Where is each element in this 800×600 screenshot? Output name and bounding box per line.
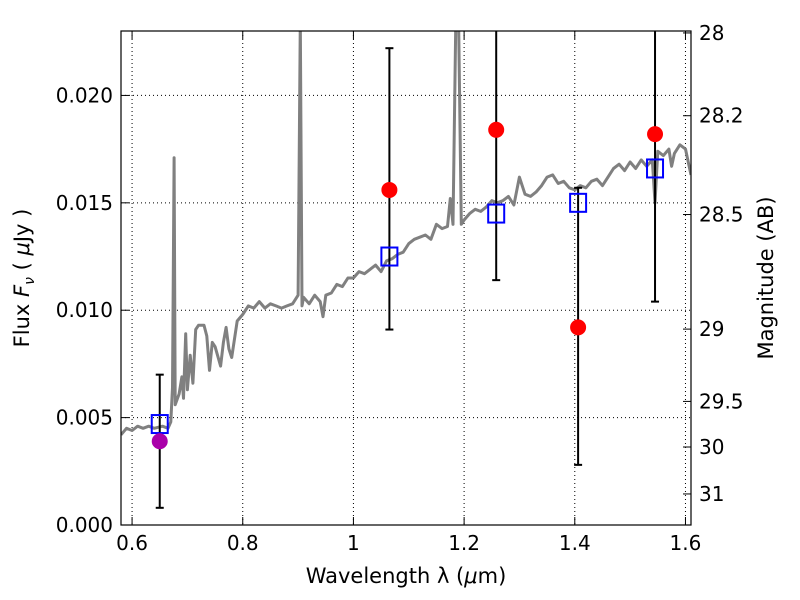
y-tick-label: 0.005: [56, 406, 113, 430]
y-tick-label: 0.020: [56, 83, 113, 107]
x-tick-label: 1.6: [670, 531, 702, 555]
plot-area: [121, 31, 691, 436]
markers-layer: [150, 31, 665, 509]
observed-flux-point: [488, 121, 505, 138]
y-axis-label: Flux Fν ( μJy ): [10, 209, 38, 348]
x-tick-label: 1.2: [448, 531, 480, 555]
right-tick-label: 28.2: [699, 104, 744, 128]
right-tick-label: 31: [699, 482, 724, 506]
model-flux-box: [487, 203, 506, 224]
y-tick-label: 0.000: [56, 513, 113, 537]
grid: [121, 31, 691, 526]
x-tick-label: 1.4: [559, 531, 591, 555]
plot-frame: [120, 30, 692, 526]
observed-flux-point: [381, 181, 398, 198]
observed-flux-point: [647, 126, 664, 143]
y-tick-label: 0.015: [56, 191, 113, 215]
x-tick-label: 0.6: [116, 531, 148, 555]
model-flux-box: [646, 158, 665, 179]
model-flux-box: [380, 246, 399, 267]
y-tick-label: 0.010: [56, 298, 113, 322]
right-tick-label: 29: [699, 317, 724, 341]
observed-flux-point: [151, 433, 168, 450]
y-axis-right-label: Magnitude (AB): [754, 196, 778, 359]
model-flux-box: [569, 192, 588, 213]
right-tick-label: 30: [699, 435, 724, 459]
right-tick-label: 28: [699, 21, 724, 45]
x-tick-label: 0.8: [227, 531, 259, 555]
right-tick-label: 29.5: [699, 389, 744, 413]
observed-flux-point: [570, 319, 587, 336]
x-tick-label: 1: [347, 531, 360, 555]
axis-ticks: 0.6 0.8 1 1.2 1.4 1.6 0.000 0.005 0.010 0.015 0.02…: [56, 21, 744, 555]
sed-template-line: [121, 31, 691, 436]
right-tick-label: 28.5: [699, 203, 744, 227]
model-flux-box: [150, 414, 169, 435]
x-axis-label: Wavelength λ (μm): [306, 564, 507, 588]
